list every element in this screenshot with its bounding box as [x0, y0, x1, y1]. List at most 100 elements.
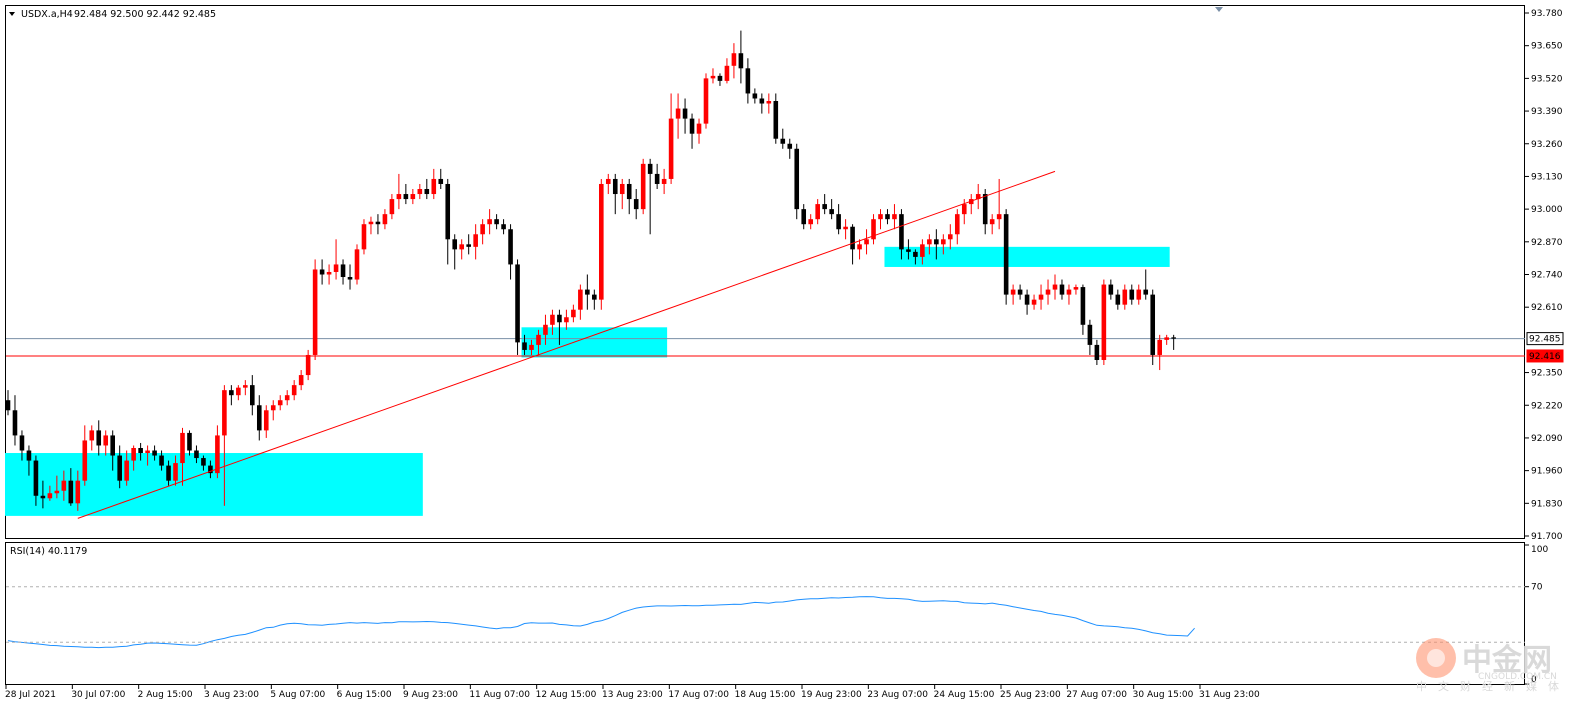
candle [1052, 274, 1058, 300]
candle-body [403, 194, 409, 200]
candle [1108, 279, 1114, 300]
candle [236, 385, 241, 401]
candle [710, 68, 716, 84]
candle-body [1129, 289, 1135, 300]
candle [389, 194, 395, 220]
candle-body [913, 251, 918, 257]
candle [1003, 209, 1009, 305]
candle-body [5, 400, 11, 411]
candle-body [173, 463, 178, 481]
candle [878, 209, 883, 230]
candle-body [675, 108, 681, 119]
level-price-tag-label: 92.416 [1529, 352, 1561, 362]
candle-body [975, 194, 981, 200]
candle [996, 178, 1002, 230]
y-tick-label: 92.870 [1531, 238, 1563, 248]
candle-body [12, 410, 18, 436]
candle [12, 395, 18, 446]
candle [61, 470, 67, 501]
candle [347, 264, 353, 290]
candle-body [1143, 289, 1149, 295]
candle-body [689, 118, 695, 134]
candle-body [54, 490, 60, 494]
x-tick-label: 24 Aug 15:00 [934, 690, 995, 700]
candle [885, 209, 890, 225]
candle [522, 334, 527, 355]
candle-body [878, 214, 883, 220]
candle [752, 88, 758, 104]
candle-body [1031, 299, 1037, 305]
candle-body [361, 224, 367, 250]
candle [1129, 284, 1135, 305]
zone-0[interactable] [5, 453, 423, 516]
candle-body [989, 219, 995, 225]
candle [1094, 339, 1100, 366]
candle-body [654, 173, 660, 184]
zone-2[interactable] [884, 246, 1170, 267]
chart-shift-marker[interactable] [1215, 7, 1223, 12]
candle [243, 380, 248, 396]
candle-body [389, 199, 395, 215]
y-tick-label: 93.260 [1531, 140, 1563, 150]
candle [438, 168, 444, 190]
candle [850, 224, 855, 265]
dropdown-icon[interactable] [9, 12, 15, 16]
x-tick-label: 19 Aug 23:00 [801, 690, 862, 700]
candle-body [585, 289, 590, 295]
candle-body [557, 314, 562, 323]
candle [1080, 284, 1086, 335]
candle-body [187, 432, 192, 451]
candle [822, 194, 827, 215]
candle-body [619, 183, 625, 195]
candle-body [592, 294, 597, 300]
candle-body [368, 221, 374, 225]
x-tick-label: 5 Aug 07:00 [270, 690, 325, 700]
rsi-panel[interactable] [5, 542, 1525, 685]
candle-body [696, 123, 702, 134]
x-tick-label: 25 Aug 23:00 [1000, 690, 1061, 700]
support-zones [5, 246, 1170, 516]
candle [277, 395, 283, 411]
candle [47, 485, 53, 501]
candle-body [1080, 287, 1086, 325]
candle [550, 309, 555, 335]
rsi-label: RSI(14) 40.1179 [10, 546, 87, 557]
candle [989, 214, 995, 235]
candle [689, 113, 695, 149]
candle-body [752, 93, 758, 99]
candle-body [808, 219, 813, 225]
watermark-url: CNGOLD.COM.CN [1478, 672, 1557, 682]
candle-body [885, 214, 890, 220]
candle [668, 93, 674, 184]
current-price-tag-label: 92.485 [1529, 335, 1561, 345]
candle [745, 58, 751, 104]
candle [417, 183, 423, 200]
candle [564, 309, 569, 330]
candle-body [647, 163, 653, 174]
candle [1136, 284, 1142, 305]
candle [892, 204, 897, 230]
y-tick-label: 92.740 [1531, 271, 1563, 281]
y-tick-label: 91.700 [1531, 532, 1563, 542]
trendline[interactable] [77, 170, 1056, 519]
rsi-line [7, 596, 1195, 649]
candle-body [466, 244, 471, 247]
candle [633, 189, 639, 220]
candle [975, 183, 981, 210]
candle-body [347, 277, 353, 280]
current-price-tag [1526, 332, 1564, 346]
candle [954, 209, 960, 245]
candle-body [780, 138, 786, 144]
candle-body [89, 430, 95, 441]
candle-body [1052, 284, 1058, 290]
candle [529, 339, 534, 355]
candle-body [571, 309, 576, 318]
candle [229, 385, 234, 406]
candle [250, 375, 255, 416]
candle-body [906, 249, 911, 252]
price-panel[interactable] [5, 5, 1525, 539]
candle [696, 118, 702, 144]
candle-body [1150, 294, 1156, 355]
candle [166, 460, 171, 486]
